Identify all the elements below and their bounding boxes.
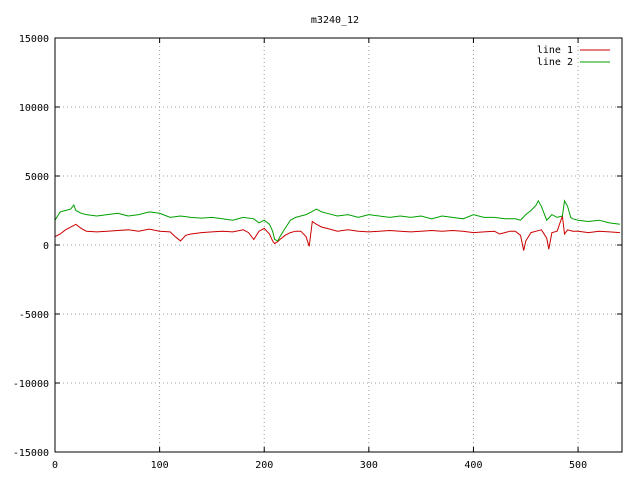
- legend-label-2: line 2: [537, 57, 573, 68]
- chart-title: m3240_12: [311, 15, 359, 26]
- y-tick-label: 10000: [19, 103, 49, 114]
- y-tick-label: 0: [43, 241, 49, 252]
- series-group: [54, 199, 620, 251]
- y-tick-label: -10000: [13, 379, 49, 390]
- x-tick-label: 400: [464, 460, 482, 471]
- series-2-line: [54, 199, 620, 242]
- y-tick-label: -5000: [19, 310, 49, 321]
- x-tick-label: 100: [151, 460, 169, 471]
- x-tick-label: 0: [52, 460, 58, 471]
- axis-ticks: 0 100 200 300 400 500 -15000 -10000 -5000 0 5000 10…: [13, 34, 622, 471]
- legend-label-1: line 1: [537, 45, 573, 56]
- x-tick-label: 300: [360, 460, 378, 471]
- grid: [55, 38, 622, 452]
- series-1-line: [54, 215, 620, 251]
- y-tick-label: 15000: [19, 34, 49, 45]
- x-tick-label: 500: [569, 460, 587, 471]
- y-tick-label: 5000: [25, 172, 49, 183]
- plot-frame: [54, 37, 623, 453]
- x-tick-label: 200: [255, 460, 273, 471]
- y-tick-label: -15000: [13, 448, 49, 459]
